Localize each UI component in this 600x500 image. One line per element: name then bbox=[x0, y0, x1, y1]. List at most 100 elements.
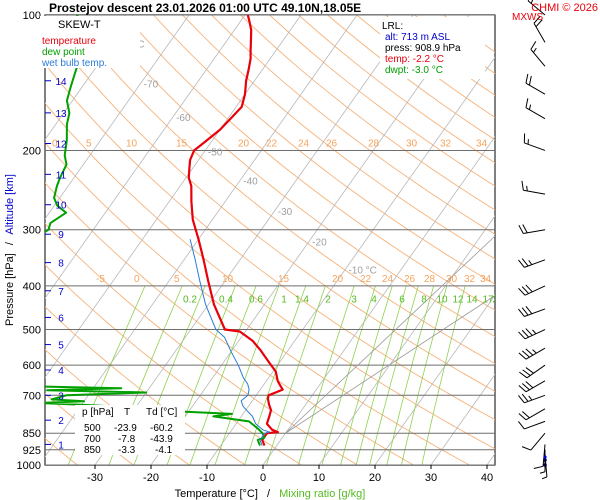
wind-barb bbox=[523, 133, 546, 151]
legend-item-wetbulb: wet bulb temp. bbox=[41, 58, 107, 69]
altitude-tick-label: 1 bbox=[58, 440, 64, 451]
wind-barb-feather bbox=[525, 98, 529, 108]
dry-adiabat bbox=[153, 15, 495, 285]
mixing-ratio-label: 3 bbox=[351, 294, 357, 305]
wind-barb-feather bbox=[521, 383, 530, 391]
wind-barb-feather bbox=[518, 421, 525, 430]
altitude-tick-label: 14 bbox=[55, 77, 67, 88]
wind-barb-staff bbox=[533, 23, 546, 43]
wind-barb-feather bbox=[518, 224, 524, 234]
wind-barb-half-feather bbox=[526, 185, 528, 192]
y-tick-label: 925 bbox=[23, 445, 41, 457]
wind-barb bbox=[518, 408, 546, 421]
theta-label: 26 bbox=[404, 274, 416, 285]
x-axis-label-mixing: Mixing ratio [g/kg] bbox=[279, 488, 365, 500]
wind-barb-half-feather bbox=[532, 329, 537, 335]
table-cell: -4.1 bbox=[155, 445, 173, 456]
wind-barb-feather bbox=[525, 381, 534, 389]
isotherm-line bbox=[318, 215, 495, 465]
theta-label: -5 bbox=[96, 274, 105, 285]
theta-label: 15 bbox=[278, 274, 290, 285]
wind-barb bbox=[519, 364, 546, 379]
wind-barb-half-feather bbox=[541, 476, 548, 480]
wind-barb bbox=[518, 420, 546, 430]
wind-barb-feather bbox=[518, 352, 527, 360]
wind-barb-staff bbox=[524, 420, 546, 430]
y-tick-label: 400 bbox=[23, 281, 41, 293]
table-header-t: T bbox=[124, 407, 130, 418]
wind-barb-staff bbox=[525, 380, 546, 393]
x-tick-label: 30 bbox=[425, 472, 437, 484]
wind-barb bbox=[525, 73, 546, 95]
altitude-tick-label: 10 bbox=[55, 201, 67, 212]
altitude-tick-label: 5 bbox=[58, 341, 64, 352]
legend-title: SKEW-T bbox=[58, 19, 101, 31]
wind-barb-feather bbox=[525, 284, 533, 293]
dry-adiabat bbox=[66, 15, 495, 365]
wind-barb-feather bbox=[522, 369, 531, 376]
wind-barb-staff bbox=[530, 49, 546, 67]
wind-barb-feather bbox=[521, 307, 529, 316]
theta-label: 20 bbox=[332, 274, 344, 285]
wind-barb bbox=[525, 98, 546, 120]
wind-barb bbox=[539, 449, 546, 474]
table-cell: -43.9 bbox=[150, 434, 173, 445]
level-table: p [hPa] T Td [°C] 500 -23.9 -60.2 700 -7… bbox=[75, 405, 185, 456]
theta-label: 20 bbox=[238, 138, 250, 149]
wind-barb-feather bbox=[525, 328, 533, 336]
mxws-label: MXWS bbox=[512, 12, 543, 23]
isotherm-line bbox=[543, 15, 600, 465]
wind-barb-feather bbox=[535, 19, 543, 28]
theta-label: 22 bbox=[266, 138, 278, 149]
altitude-tick-label: 12 bbox=[55, 140, 67, 151]
x-tick-label: -10 bbox=[199, 472, 215, 484]
table-cell: -60.2 bbox=[150, 423, 173, 434]
background-grid: -80 °C-70-60-50-40-30-20-10 °C0510152022… bbox=[45, 15, 600, 465]
table-header-td: Td [°C] bbox=[146, 407, 177, 418]
theta-label: 34 bbox=[480, 274, 492, 285]
theta-label: 32 bbox=[440, 138, 452, 149]
wind-barb-feather bbox=[519, 371, 528, 379]
wind-barb-feather bbox=[522, 224, 528, 234]
y-tick-label: 1000 bbox=[17, 460, 41, 472]
credit-label: CHMI © 2026 bbox=[531, 2, 598, 14]
theta-label: 0 bbox=[134, 274, 140, 285]
wind-barb-feather bbox=[521, 329, 530, 338]
wind-barb-staff bbox=[542, 444, 546, 467]
station-altitude: alt: 713 m ASL bbox=[385, 32, 450, 43]
wind-barb bbox=[518, 258, 546, 268]
reference-adiabat bbox=[285, 295, 495, 434]
wind-barb-feather bbox=[521, 350, 530, 358]
mixing-ratio-label: 14 bbox=[466, 294, 478, 305]
mixing-ratio-label: 0.6 bbox=[249, 294, 263, 305]
theta-label: 28 bbox=[424, 274, 436, 285]
altitude-tick-label: 4 bbox=[58, 366, 64, 377]
wind-barb-feather bbox=[518, 395, 525, 404]
table-cell: 500 bbox=[84, 423, 101, 434]
y-axis-label-sep: / bbox=[4, 241, 16, 245]
wind-barbs bbox=[518, 0, 548, 480]
theta-label: 30 bbox=[406, 138, 418, 149]
wind-barb-half-feather bbox=[533, 47, 537, 53]
isotherm-line bbox=[262, 136, 495, 465]
theta-label: 24 bbox=[298, 138, 310, 149]
mixing-ratio-label: 1.4 bbox=[295, 294, 309, 305]
wind-barb-feather bbox=[518, 385, 527, 393]
wind-barb bbox=[527, 0, 546, 16]
table-cell: -7.8 bbox=[118, 434, 136, 445]
wind-barb bbox=[518, 347, 546, 360]
isotherm-line bbox=[486, 452, 495, 465]
wind-barb bbox=[530, 41, 546, 67]
theta-label: 5 bbox=[86, 138, 92, 149]
wind-barb-feather bbox=[528, 75, 532, 86]
wind-barb-feather bbox=[525, 348, 534, 356]
y-axis-label-altitude: Altitude [km] bbox=[4, 174, 16, 235]
theta-label: 28 bbox=[368, 138, 380, 149]
wind-barb bbox=[533, 444, 546, 470]
wind-barb-feather bbox=[521, 258, 529, 267]
isotherm-label: -40 bbox=[243, 176, 258, 187]
series-line-wet-bulb-temp- bbox=[189, 239, 270, 446]
isotherm-label: -50 bbox=[208, 147, 223, 158]
wind-barb-half-feather bbox=[528, 395, 533, 401]
wind-barb bbox=[518, 328, 546, 340]
